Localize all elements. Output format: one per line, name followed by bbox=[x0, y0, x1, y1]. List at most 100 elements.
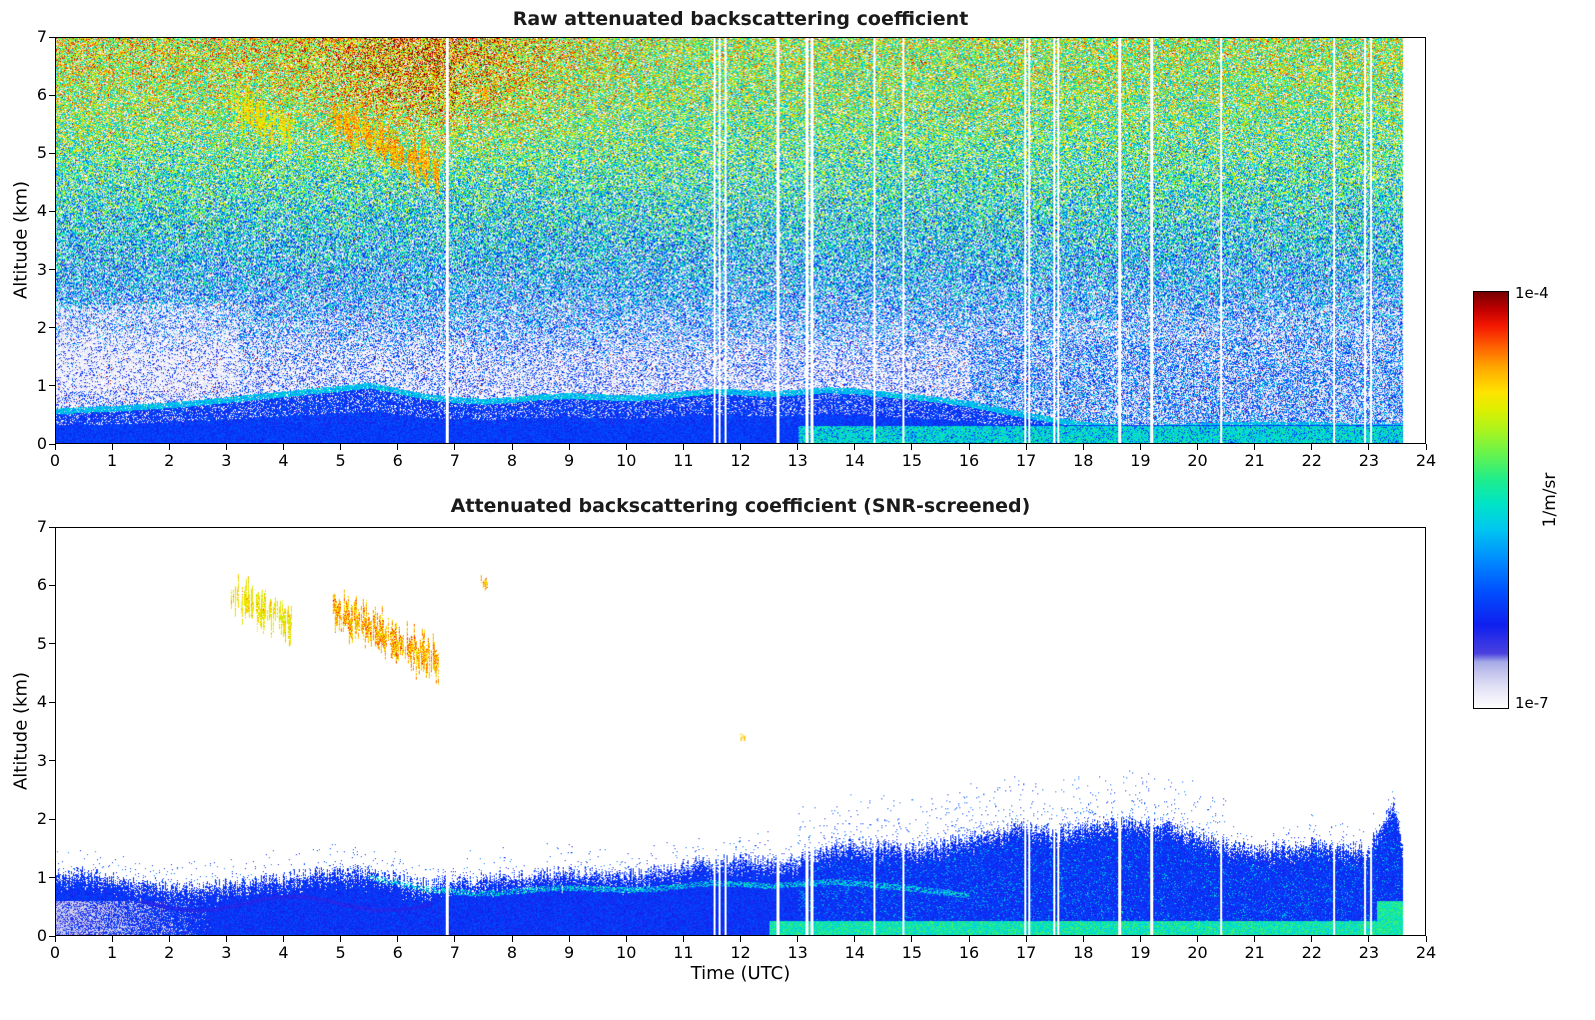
x-tick-label: 2 bbox=[164, 451, 175, 470]
x-tick-label: 16 bbox=[958, 451, 980, 470]
x-tick bbox=[1425, 936, 1427, 942]
x-tick bbox=[911, 936, 913, 942]
x-tick-label: 7 bbox=[449, 451, 460, 470]
x-tick bbox=[1025, 936, 1027, 942]
x-tick bbox=[854, 444, 856, 450]
y-tick bbox=[49, 877, 55, 879]
x-tick-label: 18 bbox=[1073, 943, 1094, 962]
x-tick-label: 4 bbox=[278, 943, 289, 962]
x-tick bbox=[340, 936, 342, 942]
x-tick-label: 22 bbox=[1301, 451, 1322, 470]
x-tick-label: 5 bbox=[335, 943, 346, 962]
y-axis-label-screened: Altitude (km) bbox=[10, 671, 32, 791]
y-tick bbox=[49, 701, 55, 703]
y-tick bbox=[49, 584, 55, 586]
y-tick-label: 7 bbox=[36, 27, 47, 46]
x-tick-label: 23 bbox=[1358, 451, 1380, 470]
x-tick-label: 13 bbox=[787, 451, 808, 470]
x-tick bbox=[511, 936, 513, 942]
x-tick-label: 8 bbox=[506, 451, 518, 470]
raw-panel-plot-area bbox=[55, 37, 1426, 444]
x-tick bbox=[1082, 936, 1084, 942]
y-tick-label: 1 bbox=[36, 867, 47, 887]
x-tick-label: 17 bbox=[1015, 943, 1037, 962]
x-tick-label: 20 bbox=[1187, 943, 1208, 962]
y-tick bbox=[49, 210, 55, 212]
x-tick-label: 21 bbox=[1244, 943, 1265, 962]
x-tick-label: 19 bbox=[1130, 451, 1151, 470]
y-tick bbox=[49, 760, 55, 762]
x-tick-label: 24 bbox=[1415, 451, 1437, 470]
x-tick bbox=[797, 444, 799, 450]
x-tick-label: 23 bbox=[1358, 943, 1380, 962]
x-tick bbox=[225, 936, 227, 942]
x-tick-label: 10 bbox=[616, 943, 637, 962]
y-tick-label: 6 bbox=[36, 85, 47, 105]
x-tick bbox=[1197, 936, 1198, 942]
x-tick-label: 8 bbox=[506, 943, 518, 962]
x-tick-label: 18 bbox=[1073, 451, 1094, 470]
x-tick-label: 15 bbox=[901, 943, 923, 962]
x-tick bbox=[511, 444, 513, 450]
x-tick-label: 9 bbox=[564, 451, 575, 470]
x-tick bbox=[283, 444, 284, 450]
colorbar-gradient bbox=[1474, 292, 1508, 708]
x-tick bbox=[1139, 444, 1141, 450]
x-axis-label: Time (UTC) bbox=[690, 963, 791, 984]
x-tick-label: 3 bbox=[221, 451, 232, 470]
raw-heatmap-canvas bbox=[56, 38, 1425, 443]
x-tick-label: 11 bbox=[673, 451, 694, 470]
x-tick-label: 0 bbox=[49, 943, 61, 962]
screened-panel-title: Attenuated backscattering coefficient (S… bbox=[450, 495, 1031, 517]
x-tick-label: 2 bbox=[164, 943, 175, 962]
x-tick bbox=[1311, 936, 1313, 942]
x-tick bbox=[1368, 444, 1370, 450]
colorbar-units-label: 1/m/sr bbox=[1540, 472, 1560, 528]
x-tick bbox=[340, 444, 342, 450]
x-tick bbox=[111, 444, 113, 450]
x-tick bbox=[625, 444, 627, 450]
x-tick bbox=[1368, 936, 1370, 942]
y-tick-label: 0 bbox=[36, 434, 47, 453]
x-tick bbox=[1425, 444, 1427, 450]
y-tick bbox=[49, 643, 55, 645]
x-tick bbox=[1254, 444, 1256, 450]
x-tick bbox=[854, 936, 856, 942]
y-tick bbox=[49, 94, 55, 96]
x-tick-label: 21 bbox=[1244, 451, 1265, 470]
y-tick-label: 7 bbox=[36, 517, 47, 536]
x-tick-label: 12 bbox=[730, 451, 751, 470]
x-tick bbox=[968, 936, 970, 942]
y-tick-label: 5 bbox=[36, 633, 47, 653]
x-tick bbox=[225, 444, 227, 450]
y-tick-label: 2 bbox=[36, 317, 47, 337]
x-tick bbox=[168, 444, 170, 450]
y-tick bbox=[49, 818, 55, 820]
colorbar-min-label: 1e-7 bbox=[1515, 694, 1549, 712]
x-tick bbox=[568, 444, 570, 450]
y-tick bbox=[49, 526, 55, 528]
x-tick-label: 5 bbox=[335, 451, 346, 470]
x-tick bbox=[168, 936, 170, 942]
y-tick bbox=[49, 443, 55, 445]
y-tick-label: 3 bbox=[36, 259, 47, 279]
y-tick-label: 3 bbox=[36, 750, 47, 770]
y-tick bbox=[49, 327, 55, 329]
x-tick bbox=[1311, 444, 1313, 450]
colorbar-max-label: 1e-4 bbox=[1515, 284, 1549, 302]
y-tick-label: 1 bbox=[36, 375, 47, 395]
x-tick-label: 3 bbox=[221, 943, 232, 962]
x-tick-label: 20 bbox=[1187, 451, 1208, 470]
raw-panel-title: Raw attenuated backscattering coefficien… bbox=[512, 8, 969, 30]
y-tick-label: 0 bbox=[36, 926, 47, 945]
x-tick bbox=[1197, 444, 1198, 450]
x-tick bbox=[283, 936, 284, 942]
y-axis-label-raw: Altitude (km) bbox=[10, 180, 32, 300]
x-tick bbox=[54, 444, 56, 450]
x-tick bbox=[1139, 936, 1141, 942]
y-tick-label: 2 bbox=[36, 809, 47, 829]
x-tick-label: 1 bbox=[107, 451, 118, 470]
x-tick-label: 11 bbox=[673, 943, 694, 962]
x-tick bbox=[454, 444, 456, 450]
